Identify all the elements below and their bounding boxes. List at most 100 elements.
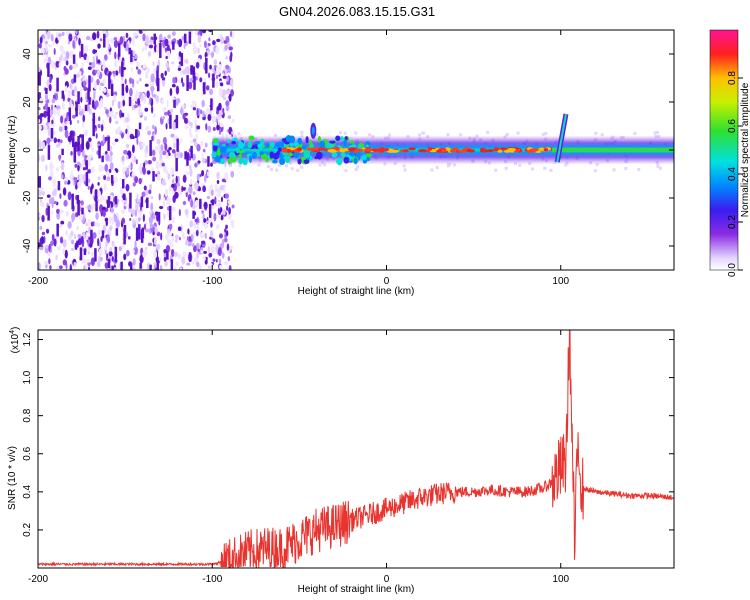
signal-blob <box>272 152 279 160</box>
noise-cell <box>226 205 229 211</box>
signal-blob <box>362 159 367 164</box>
halo-cell <box>544 132 548 136</box>
noise-cell <box>162 106 167 112</box>
noise-cell <box>90 166 95 173</box>
noise-cell <box>43 110 48 118</box>
noise-cell <box>83 265 86 270</box>
noise-cell <box>109 116 112 124</box>
noise-cell <box>108 51 112 55</box>
noise-cell <box>173 265 177 270</box>
noise-cell <box>103 246 108 251</box>
noise-cell <box>113 267 117 270</box>
noise-streak <box>92 112 96 127</box>
noise-cell <box>144 83 149 87</box>
noise-cell <box>218 258 222 264</box>
noise-cell <box>151 81 155 86</box>
noise-cell <box>223 40 227 44</box>
noise-cell <box>55 254 58 260</box>
noise-streak <box>210 98 213 111</box>
noise-cell <box>155 160 160 170</box>
noise-streak <box>170 259 174 270</box>
halo-cell <box>430 168 434 172</box>
noise-streak <box>135 227 139 241</box>
noise-cell <box>171 31 176 37</box>
noise-cell <box>72 40 76 49</box>
halo-cell <box>595 162 599 166</box>
noise-cell <box>165 152 169 159</box>
noise-cell <box>58 141 61 147</box>
noise-cell <box>118 65 122 75</box>
noise-cell <box>89 235 93 245</box>
noise-cell <box>155 95 160 102</box>
noise-streak <box>88 97 91 105</box>
noise-cell <box>210 245 215 254</box>
noise-cell <box>67 135 73 143</box>
noise-cell <box>87 66 92 71</box>
noise-streak <box>138 122 142 130</box>
noise-cell <box>70 151 73 156</box>
noise-cell <box>225 89 230 95</box>
noise-cell <box>181 256 186 265</box>
noise-cell <box>110 37 115 44</box>
noise-streak <box>140 196 144 208</box>
halo-cell <box>541 132 545 136</box>
noise-cell <box>76 225 80 231</box>
signal-blob <box>293 151 300 159</box>
signal-blob <box>353 157 358 165</box>
noise-cell <box>114 138 119 142</box>
halo-cell <box>516 131 520 135</box>
signal-core <box>353 149 359 153</box>
noise-cell <box>97 59 101 64</box>
noise-cell <box>169 88 173 97</box>
y-tick-label: -40 <box>22 238 33 253</box>
noise-cell <box>39 186 44 191</box>
noise-cell <box>70 230 74 237</box>
noise-cell <box>177 175 180 183</box>
noise-cell <box>213 65 217 69</box>
signal-blob <box>315 151 323 160</box>
noise-cell <box>138 177 142 185</box>
noise-cell <box>111 99 115 107</box>
noise-cell <box>100 197 103 202</box>
noise-cell <box>72 62 77 70</box>
noise-cell <box>220 214 224 221</box>
noise-cell <box>110 207 114 214</box>
noise-cell <box>68 65 73 71</box>
noise-cell <box>121 217 126 225</box>
halo-cell <box>238 164 242 168</box>
halo-cell <box>266 165 270 169</box>
noise-cell <box>185 58 189 65</box>
noise-streak <box>73 74 77 83</box>
noise-cell <box>162 165 168 173</box>
noise-cell <box>139 112 144 116</box>
signal-blob <box>271 141 275 148</box>
noise-cell <box>45 93 48 101</box>
noise-cell <box>220 36 224 45</box>
noise-cell <box>207 72 211 79</box>
noise-cell <box>125 84 129 94</box>
noise-streak <box>61 148 64 156</box>
noise-streak <box>175 157 178 172</box>
noise-streak <box>108 73 111 89</box>
noise-cell <box>59 265 63 270</box>
y-tick-label: -20 <box>22 190 33 205</box>
signal-blob <box>319 140 326 149</box>
noise-cell <box>209 88 214 96</box>
halo-cell <box>354 131 358 135</box>
noise-cell <box>187 228 190 235</box>
noise-cell <box>177 253 182 260</box>
noise-cell <box>207 113 212 122</box>
signal-core <box>509 149 515 153</box>
noise-cell <box>59 210 64 215</box>
noise-cell <box>228 46 233 51</box>
noise-cell <box>65 121 68 125</box>
noise-cell <box>62 259 67 266</box>
noise-cell <box>171 149 176 154</box>
signal-blob <box>343 156 350 164</box>
noise-cell <box>99 38 103 42</box>
noise-cell <box>181 82 185 87</box>
noise-cell <box>125 32 129 38</box>
noise-streak <box>85 172 89 187</box>
noise-cell <box>78 104 81 112</box>
noise-cell <box>207 125 212 133</box>
